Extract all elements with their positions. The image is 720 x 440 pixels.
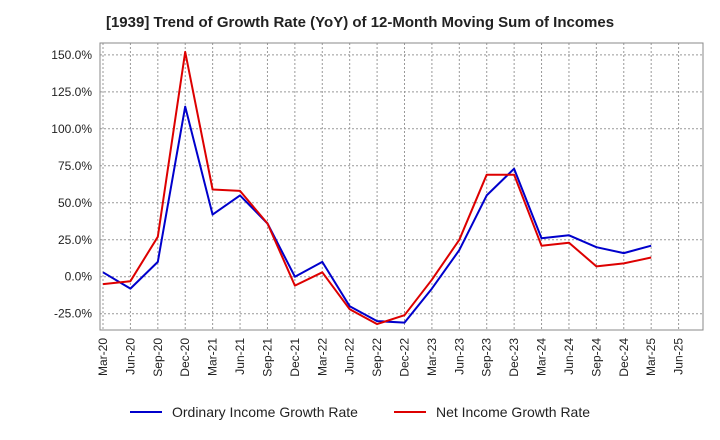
y-tick-label: 100.0% bbox=[51, 122, 92, 136]
x-tick-label: Jun-22 bbox=[343, 338, 357, 375]
x-tick-label: Dec-23 bbox=[507, 338, 521, 377]
x-tick-label: Mar-22 bbox=[315, 338, 329, 376]
x-tick-label: Jun-25 bbox=[672, 338, 686, 375]
x-tick-label: Jun-20 bbox=[123, 338, 137, 375]
series-line-ordinary-income bbox=[102, 105, 652, 324]
y-tick-label: 150.0% bbox=[51, 48, 92, 62]
chart-title: [1939] Trend of Growth Rate (YoY) of 12-… bbox=[105, 14, 615, 31]
y-tick-label: 75.0% bbox=[58, 159, 92, 173]
legend-item-ordinary-income: Ordinary Income Growth Rate bbox=[129, 404, 358, 420]
legend-label-ordinary-income: Ordinary Income Growth Rate bbox=[171, 404, 358, 420]
series-line-net-income bbox=[102, 50, 652, 326]
x-tick-label: Jun-21 bbox=[233, 338, 247, 375]
x-tick-label: Dec-20 bbox=[178, 338, 192, 377]
y-tick-label: 50.0% bbox=[58, 196, 92, 210]
x-tick-label: Sep-24 bbox=[589, 338, 603, 377]
x-tick-label: Mar-21 bbox=[206, 338, 220, 376]
x-tick-label: Mar-25 bbox=[644, 338, 658, 376]
legend-label-net-income: Net Income Growth Rate bbox=[435, 404, 591, 420]
x-tick-label: Dec-21 bbox=[288, 338, 302, 377]
x-tick-label: Mar-24 bbox=[535, 338, 549, 376]
x-tick-label: Dec-22 bbox=[398, 338, 412, 377]
plot-frame bbox=[99, 42, 704, 331]
y-tick-label: 25.0% bbox=[58, 233, 92, 247]
legend-swatch-net-income bbox=[393, 411, 426, 413]
x-tick-label: Sep-20 bbox=[151, 338, 165, 377]
x-tick-label: Sep-23 bbox=[480, 338, 494, 377]
y-tick-label: -25.0% bbox=[54, 307, 92, 321]
x-tick-label: Mar-20 bbox=[96, 338, 110, 376]
x-tick-label: Jun-24 bbox=[562, 338, 576, 375]
x-tick-label: Dec-24 bbox=[617, 338, 631, 377]
x-tick-label: Sep-22 bbox=[370, 338, 384, 377]
legend-swatch-ordinary-income bbox=[129, 411, 162, 413]
x-tick-label: Sep-21 bbox=[260, 338, 274, 377]
legend-item-net-income: Net Income Growth Rate bbox=[393, 404, 591, 420]
plot-area bbox=[100, 43, 703, 330]
chart-legend: Ordinary Income Growth Rate Net Income G… bbox=[0, 404, 720, 420]
y-tick-label: 125.0% bbox=[51, 85, 92, 99]
x-tick-label: Mar-23 bbox=[425, 338, 439, 376]
x-tick-label: Jun-23 bbox=[452, 338, 466, 375]
y-tick-label: 0.0% bbox=[65, 270, 93, 284]
